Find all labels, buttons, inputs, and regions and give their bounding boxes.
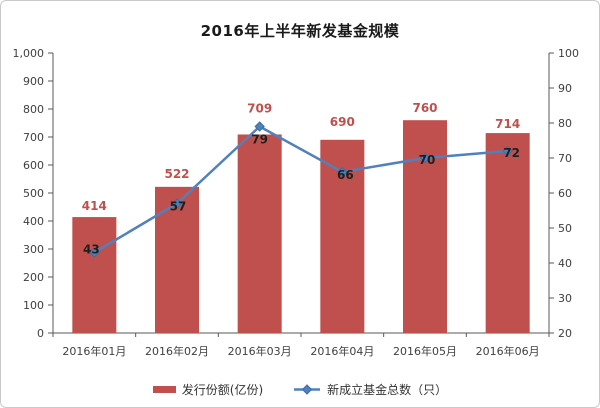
legend-item-line-series: 新成立基金总数（只）	[293, 381, 447, 398]
line-value-label: 43	[83, 243, 100, 257]
y-axis-left-tick-label: 200	[23, 271, 44, 284]
bar-value-label: 709	[247, 102, 272, 116]
x-axis-category-label: 2016年01月	[62, 344, 126, 358]
line-series-marker-icon	[293, 384, 321, 395]
y-axis-left-tick-label: 600	[23, 159, 44, 172]
line-value-label: 57	[170, 200, 187, 214]
bar-value-label: 522	[164, 167, 189, 181]
bar-value-label: 760	[412, 101, 437, 115]
line-marker-icon	[254, 121, 265, 132]
bar-value-label: 690	[330, 115, 355, 129]
y-axis-left-tick-label: 100	[23, 299, 44, 312]
line-series	[93, 124, 508, 254]
legend-item-bar-series: 发行份额(亿份)	[152, 381, 264, 398]
legend-label-bar-series: 发行份额(亿份)	[181, 383, 264, 397]
y-axis-left-tick-label: 800	[23, 103, 44, 116]
bar	[72, 217, 117, 333]
y-axis-right-tick-label: 40	[558, 257, 572, 270]
bar-value-label: 714	[495, 117, 520, 131]
y-axis-left-tick-label: 0	[37, 327, 44, 340]
line-marker-icon	[337, 166, 348, 178]
y-axis-right-tick-label: 100	[558, 47, 579, 60]
y-axis-right-tick-label: 20	[558, 327, 572, 340]
line-value-label: 66	[337, 168, 354, 182]
x-axis-category-label: 2016年04月	[310, 344, 374, 358]
y-axis-right-tick-label: 60	[558, 187, 572, 200]
line-value-label: 79	[251, 133, 268, 147]
legend: 发行份额(亿份) 新成立基金总数（只）	[1, 381, 599, 398]
y-axis-right-tick-label: 80	[558, 117, 572, 130]
chart-title: 2016年上半年新发基金规模	[200, 22, 400, 40]
y-axis-left-tick-label: 700	[23, 131, 44, 144]
bar	[237, 134, 282, 333]
y-axis-left-tick-label: 300	[23, 243, 44, 256]
bar-value-label: 414	[82, 199, 107, 213]
y-axis-right-tick-label: 30	[558, 292, 572, 305]
x-axis-category-label: 2016年03月	[228, 344, 292, 358]
line-value-label: 72	[503, 146, 520, 160]
y-axis-left-tick-label: 1,000	[13, 47, 45, 60]
y-axis-right-tick-label: 50	[558, 222, 572, 235]
bar	[485, 133, 530, 333]
y-axis-left-tick-label: 400	[23, 215, 44, 228]
y-axis-left-tick-label: 500	[23, 187, 44, 200]
line-marker-icon	[89, 247, 100, 258]
x-axis-category-label: 2016年05月	[393, 344, 457, 358]
y-axis-left-tick-label: 900	[23, 75, 44, 88]
bar-series-swatch-icon	[152, 386, 176, 393]
line-marker-icon	[419, 152, 431, 164]
x-axis-category-label: 2016年06月	[476, 344, 540, 358]
x-axis-category-label: 2016年02月	[145, 344, 209, 358]
line-value-label: 70	[419, 153, 436, 167]
line-marker-icon	[171, 198, 183, 209]
legend-label-line-series: 新成立基金总数（只）	[327, 383, 448, 397]
y-axis-right-tick-label: 70	[558, 152, 572, 165]
line-marker-icon	[502, 145, 513, 157]
y-axis-right-tick-label: 90	[558, 82, 572, 95]
